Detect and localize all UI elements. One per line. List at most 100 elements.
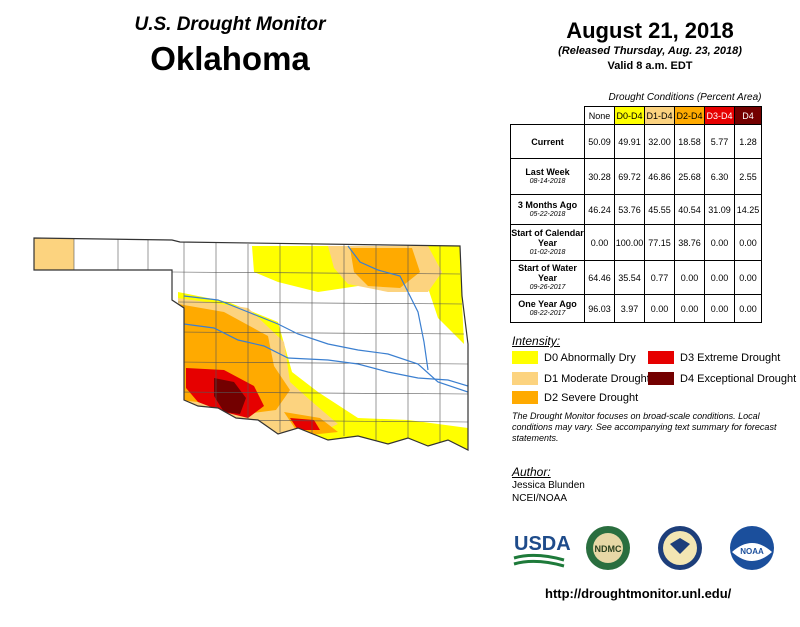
row-date: 08-22-2017 <box>529 309 566 317</box>
row-date: 05-22-2018 <box>529 210 566 218</box>
legend-label-d1: D1 Moderate Drought <box>544 372 650 385</box>
author-label: Author: <box>512 465 551 479</box>
legend-swatch-d2 <box>512 391 538 404</box>
legend-swatch-d1 <box>512 372 538 385</box>
table-cell: 5.77 <box>704 124 735 159</box>
legend-item-d1: D1 Moderate Drought <box>512 372 650 385</box>
row-label: One Year Ago 08-22-2017 <box>510 294 585 323</box>
table-cell: 0.00 <box>734 294 762 323</box>
row-date: 01-02-2018 <box>529 248 566 256</box>
table-cell: 0.00 <box>674 294 705 323</box>
row-label-text: Current <box>531 136 564 147</box>
table-cell: 77.15 <box>644 224 675 261</box>
table-cell: 0.77 <box>644 260 675 295</box>
row-date: 08-14-2018 <box>529 177 566 185</box>
d4-area <box>214 378 246 414</box>
oklahoma-drought-map <box>33 237 469 451</box>
product-title: U.S. Drought Monitor <box>134 14 326 35</box>
legend-item-d2: D2 Severe Drought <box>512 391 638 404</box>
table-cell: 6.30 <box>704 158 735 195</box>
table-cell: 53.76 <box>614 194 645 225</box>
valid-time: Valid 8 a.m. EDT <box>607 60 693 72</box>
row-label-text: Start of Calendar Year <box>511 227 584 248</box>
table-cell: 3.97 <box>614 294 645 323</box>
table-row: One Year Ago 08-22-2017 96.03 3.97 0.00 0.00 0… <box>510 294 762 323</box>
table-cell: 0.00 <box>584 224 615 261</box>
partner-logos: USDA NDMC NOAA <box>513 526 774 570</box>
col-d2-d4: D2-D4 <box>674 106 705 125</box>
table-row: Start of Water Year 09-26-2017 64.46 35.54 0… <box>510 260 762 295</box>
noaa-logo: NOAA <box>730 526 774 570</box>
legend-title: Intensity: <box>512 334 561 348</box>
legend-item-d3: D3 Extreme Drought <box>648 351 780 364</box>
table-caption: Drought Conditions (Percent Area) <box>608 92 762 103</box>
noaa-logo-text: NOAA <box>740 547 764 556</box>
row-label: Start of Water Year 09-26-2017 <box>510 260 585 295</box>
legend-swatch-d0 <box>512 351 538 364</box>
legend-swatch-d4 <box>648 372 674 385</box>
table-cell: 49.91 <box>614 124 645 159</box>
table-cell: 25.68 <box>674 158 705 195</box>
table-cell: 0.00 <box>674 260 705 295</box>
state-name: Oklahoma <box>150 40 310 77</box>
website-url[interactable]: http://droughtmonitor.unl.edu/ <box>545 586 732 601</box>
col-d4: D4 <box>734 106 762 125</box>
state-outline <box>33 237 469 451</box>
table-cell: 2.55 <box>734 158 762 195</box>
table-cell: 38.76 <box>674 224 705 261</box>
legend-label-d0: D0 Abnormally Dry <box>544 351 636 364</box>
col-d0-d4: D0-D4 <box>614 106 645 125</box>
table-cell: 50.09 <box>584 124 615 159</box>
table-cell: 46.86 <box>644 158 675 195</box>
drought-conditions-table: None D0-D4 D1-D4 D2-D4 D3-D4 D4 Current 5… <box>510 106 762 323</box>
table-cell: 96.03 <box>584 294 615 323</box>
row-label-text: Last Week <box>525 166 570 177</box>
table-cell: 0.00 <box>734 224 762 261</box>
row-label-text: 3 Months Ago <box>517 199 578 210</box>
row-label-text: One Year Ago <box>518 298 577 309</box>
table-cell: 0.00 <box>644 294 675 323</box>
disclaimer-note: The Drought Monitor focuses on broad-sca… <box>512 411 777 443</box>
table-cell: 35.54 <box>614 260 645 295</box>
table-cell: 14.25 <box>734 194 762 225</box>
table-cell: 40.54 <box>674 194 705 225</box>
table-row: Current 50.09 49.91 32.00 18.58 5.77 1.28 <box>510 124 762 159</box>
table-cell: 64.46 <box>584 260 615 295</box>
d1-area <box>34 238 74 270</box>
legend-label-d4: D4 Exceptional Drought <box>680 372 797 385</box>
table-cell: 0.00 <box>704 260 735 295</box>
usda-logo-text: USDA <box>514 533 571 555</box>
table-corner <box>511 107 585 125</box>
table-header-row: None D0-D4 D1-D4 D2-D4 D3-D4 D4 <box>511 106 762 125</box>
row-label: Last Week 08-14-2018 <box>510 158 585 195</box>
row-label-text: Start of Water Year <box>518 262 577 283</box>
table-cell: 69.72 <box>614 158 645 195</box>
table-cell: 0.00 <box>704 224 735 261</box>
col-d1-d4: D1-D4 <box>644 106 675 125</box>
row-label: 3 Months Ago 05-22-2018 <box>510 194 585 225</box>
author-name: Jessica Blunden <box>512 480 585 491</box>
row-label: Current <box>510 124 585 159</box>
row-label: Start of Calendar Year 01-02-2018 <box>510 224 585 261</box>
ndmc-logo: NDMC <box>586 526 630 570</box>
legend-swatch-d3 <box>648 351 674 364</box>
table-cell: 0.00 <box>704 294 735 323</box>
table-row: Start of Calendar Year 01-02-2018 0.00 100.… <box>510 224 762 261</box>
table-cell: 31.09 <box>704 194 735 225</box>
legend-item-d4: D4 Exceptional Drought <box>648 372 796 385</box>
ndmc-logo-text: NDMC <box>595 544 622 554</box>
table-cell: 1.28 <box>734 124 762 159</box>
legend-label-d2: D2 Severe Drought <box>544 391 639 404</box>
table-cell: 45.55 <box>644 194 675 225</box>
table-row: Last Week 08-14-2018 30.28 69.72 46.86 25.68 6… <box>510 158 762 195</box>
table-cell: 46.24 <box>584 194 615 225</box>
col-d3-d4: D3-D4 <box>704 106 735 125</box>
table-cell: 0.00 <box>734 260 762 295</box>
rivers <box>183 245 468 393</box>
table-cell: 100.00 <box>614 224 645 261</box>
release-date: (Released Thursday, Aug. 23, 2018) <box>558 45 742 57</box>
col-none: None <box>584 106 615 125</box>
author-org: NCEI/NOAA <box>512 493 568 504</box>
usda-logo: USDA <box>513 533 571 568</box>
table-cell: 32.00 <box>644 124 675 159</box>
